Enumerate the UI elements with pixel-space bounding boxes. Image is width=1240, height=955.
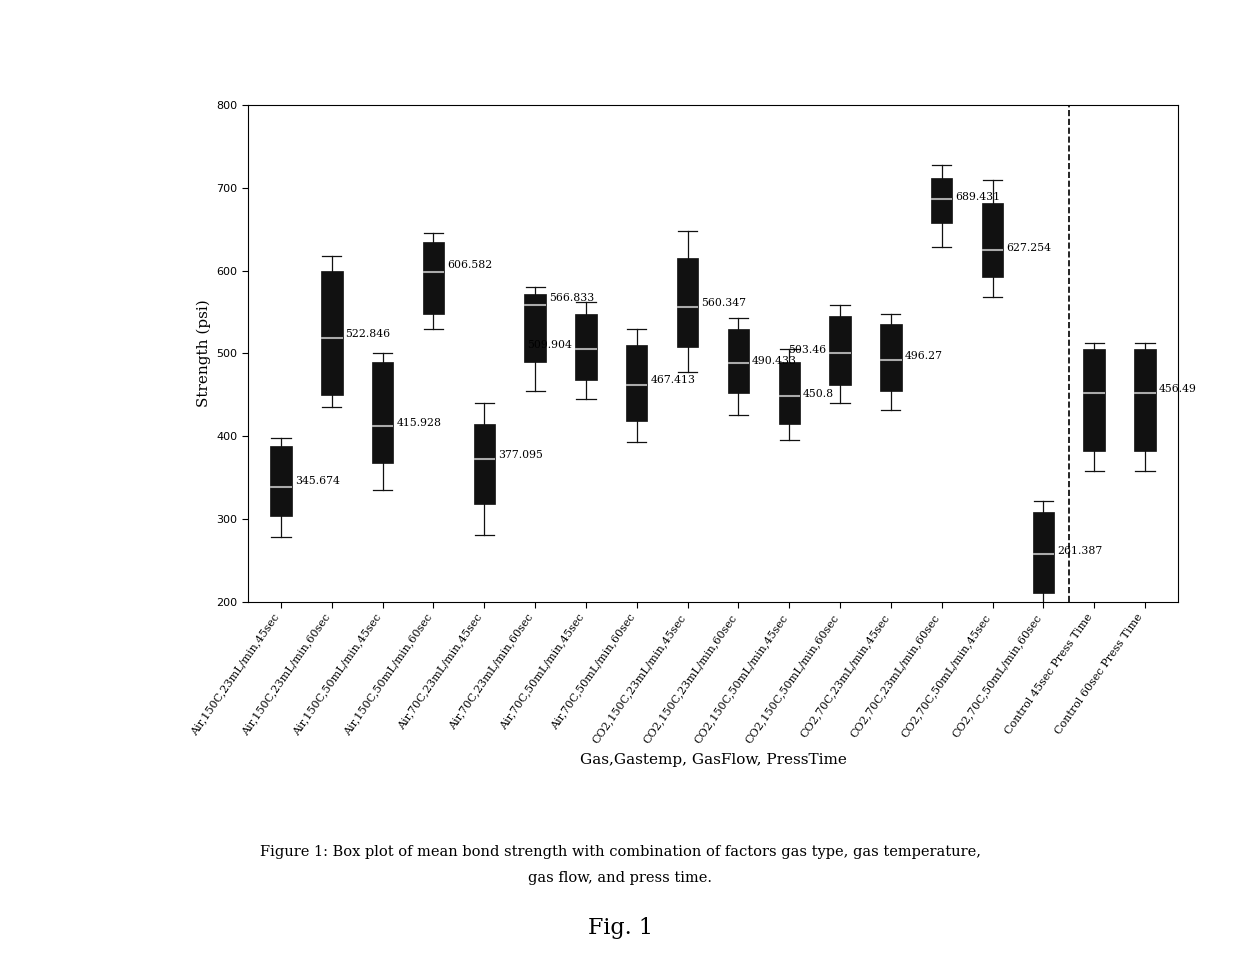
Text: 467.413: 467.413 — [651, 375, 696, 385]
Bar — [1084, 350, 1105, 451]
Bar — [728, 329, 749, 393]
Bar — [677, 258, 698, 347]
Text: 415.928: 415.928 — [397, 418, 441, 428]
Bar — [626, 345, 647, 421]
Bar — [423, 242, 444, 313]
Text: 261.387: 261.387 — [1056, 546, 1102, 556]
Text: 490.433: 490.433 — [753, 356, 797, 367]
Bar — [321, 270, 342, 394]
Bar — [270, 446, 291, 517]
Bar — [1033, 512, 1054, 593]
X-axis label: Gas,Gastemp, GasFlow, PressTime: Gas,Gastemp, GasFlow, PressTime — [579, 753, 847, 767]
Text: 689.431: 689.431 — [955, 192, 1001, 202]
Bar — [880, 325, 901, 391]
Text: 627.254: 627.254 — [1006, 243, 1052, 253]
Bar — [931, 178, 952, 223]
Bar — [372, 362, 393, 462]
Bar — [575, 313, 596, 380]
Bar — [474, 424, 495, 504]
Text: 345.674: 345.674 — [295, 477, 340, 486]
Bar — [982, 202, 1003, 277]
Bar — [779, 362, 800, 424]
Bar — [1135, 350, 1156, 451]
Text: 377.095: 377.095 — [498, 450, 543, 460]
Text: Fig. 1: Fig. 1 — [588, 917, 652, 939]
Bar — [830, 316, 851, 385]
Text: 566.833: 566.833 — [549, 293, 594, 303]
Text: 450.8: 450.8 — [804, 389, 835, 399]
Text: 606.582: 606.582 — [448, 260, 492, 270]
Text: 560.347: 560.347 — [702, 298, 746, 308]
Text: 496.27: 496.27 — [905, 351, 942, 361]
Text: 522.846: 522.846 — [346, 329, 391, 339]
Text: 503.46: 503.46 — [789, 346, 826, 355]
Y-axis label: Strength (psi): Strength (psi) — [196, 300, 211, 407]
Bar — [525, 294, 546, 362]
Text: gas flow, and press time.: gas flow, and press time. — [528, 871, 712, 885]
Text: 456.49: 456.49 — [1158, 384, 1197, 394]
Text: Figure 1: Box plot of mean bond strength with combination of factors gas type, g: Figure 1: Box plot of mean bond strength… — [259, 845, 981, 860]
Text: 509.904: 509.904 — [527, 340, 572, 350]
